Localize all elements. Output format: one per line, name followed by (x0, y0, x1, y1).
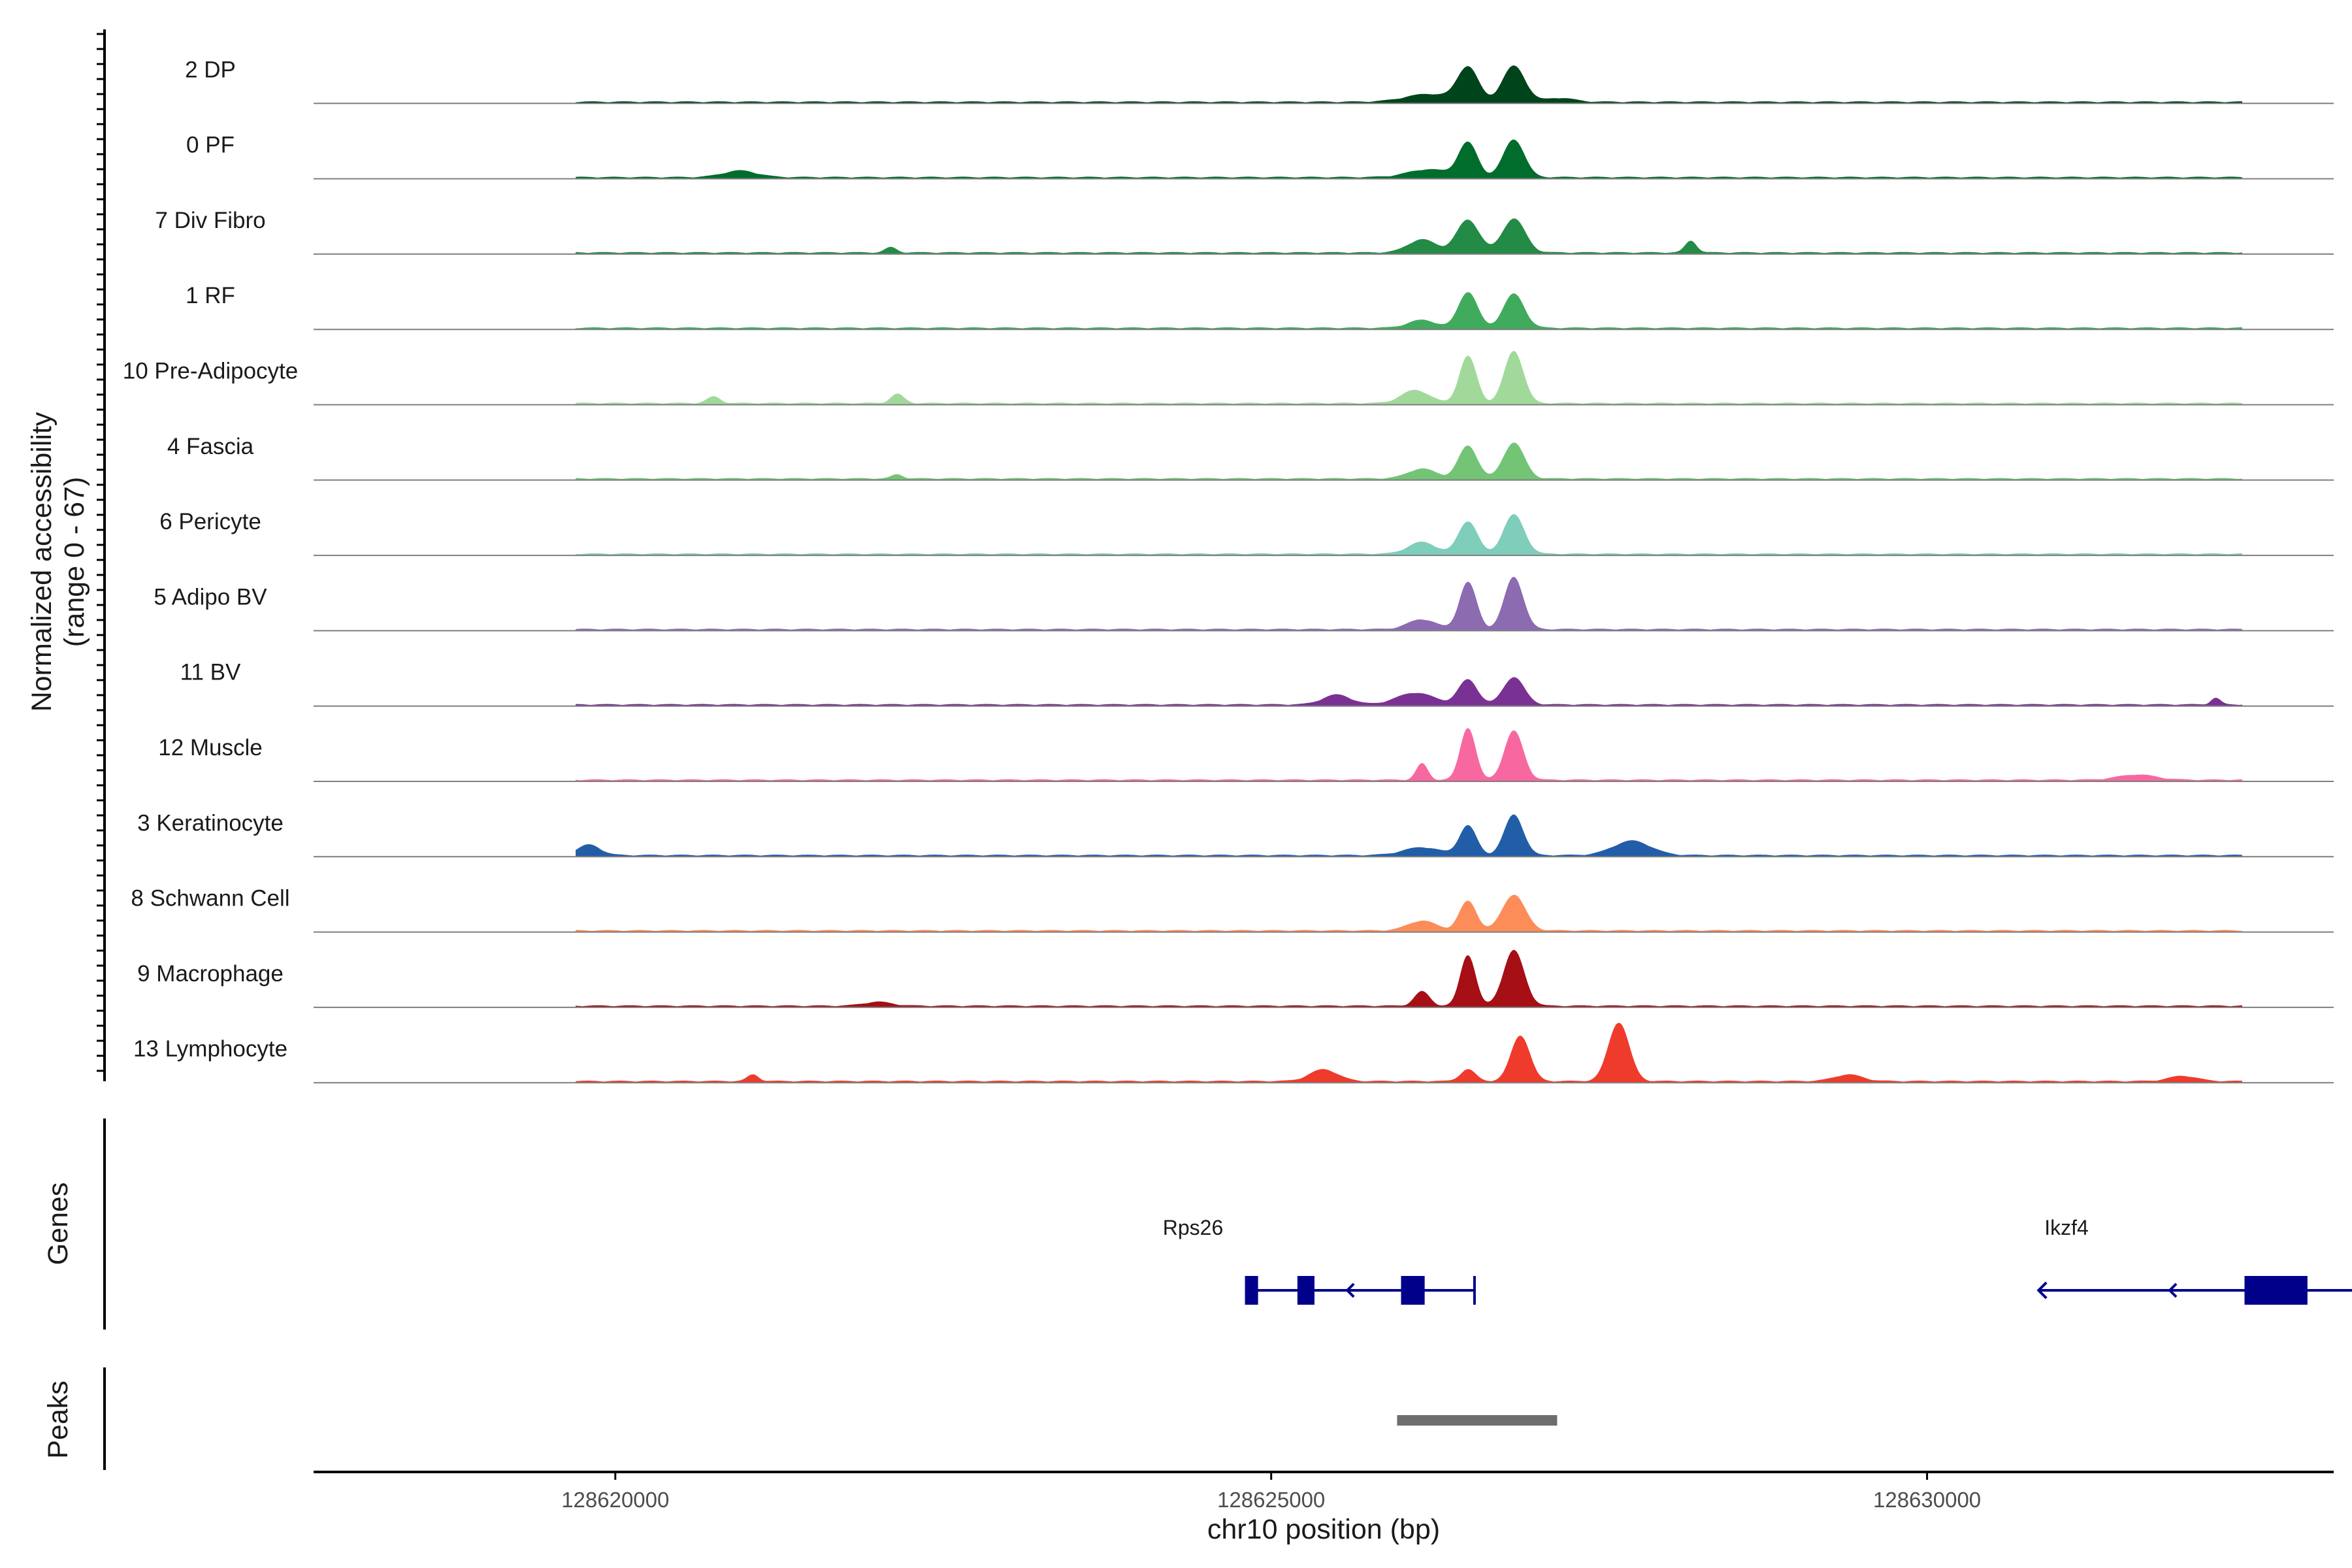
gene-exon (1401, 1276, 1425, 1305)
track-14: 13 Lymphocyte (133, 1022, 2334, 1084)
gene-ikzf4: Ikzf4 (2036, 1216, 2352, 1305)
track-label: 11 BV (180, 660, 241, 685)
x-axis-ticks: 128620000 128625000 128630000 (561, 1472, 1981, 1512)
track-13: 9 Macrophage (137, 949, 2334, 1008)
track-label: 5 Adipo BV (154, 584, 267, 610)
track-5: 10 Pre-Adipocyte (123, 351, 2334, 406)
strand-arrow (2168, 1282, 2178, 1298)
track-8: 5 Adipo BV (154, 576, 2334, 632)
y-axis-range: (range 0 - 67) (59, 477, 90, 647)
peak-region (1397, 1415, 1558, 1426)
track-1: 2 DP (185, 57, 2334, 105)
accessibility-area (576, 351, 2242, 405)
track-label: 0 PF (186, 133, 235, 158)
track-2: 0 PF (186, 133, 2334, 180)
accessibility-area (576, 814, 2242, 857)
accessibility-area (576, 442, 2242, 481)
track-label: 9 Macrophage (137, 961, 284, 987)
peaks-track-title: Peaks (42, 1380, 74, 1459)
accessibility-area (576, 1022, 2242, 1083)
gene-exon (1297, 1276, 1315, 1305)
accessibility-area (576, 894, 2242, 933)
x-tick-label: 128620000 (561, 1488, 669, 1512)
accessibility-area (576, 514, 2242, 556)
strand-arrow (2036, 1281, 2048, 1299)
gene-exon (1245, 1276, 1258, 1305)
track-label: 10 Pre-Adipocyte (123, 359, 298, 384)
y-axis-title: Normalized accessibility (26, 412, 57, 711)
gene-rps26: Rps26 (1163, 1216, 1476, 1305)
track-6: 4 Fascia (167, 434, 2334, 481)
track-label: 13 Lymphocyte (133, 1036, 287, 1062)
x-tick-label: 128630000 (1873, 1488, 1981, 1512)
gene-label: Ikzf4 (2044, 1216, 2089, 1239)
coverage-y-ticks (97, 33, 105, 1072)
peak-regions (1397, 1415, 1558, 1426)
track-4: 1 RF (186, 283, 2334, 331)
track-label: 3 Keratinocyte (137, 810, 284, 836)
accessibility-area (576, 576, 2242, 631)
track-label: 12 Muscle (158, 735, 263, 760)
accessibility-area (576, 218, 2242, 255)
x-axis-title: chr10 position (bp) (1207, 1514, 1440, 1545)
track-12: 8 Schwann Cell (131, 886, 2334, 933)
x-tick-label: 128625000 (1217, 1488, 1325, 1512)
accessibility-area (576, 65, 2242, 104)
accessibility-area (576, 728, 2242, 782)
track-label: 8 Schwann Cell (131, 886, 289, 911)
gene-exon (2244, 1276, 2308, 1305)
track-10: 12 Muscle (158, 728, 2334, 782)
track-11: 3 Keratinocyte (137, 810, 2334, 858)
accessibility-area (576, 949, 2242, 1008)
strand-arrow (1345, 1282, 1355, 1298)
accessibility-area (576, 292, 2242, 330)
accessibility-area (576, 139, 2242, 180)
gene-annotations: Rps26 Ikzf4 (1163, 1216, 2352, 1305)
track-label: 7 Div Fibro (155, 208, 265, 233)
track-label: 4 Fascia (167, 434, 254, 459)
accessibility-area (576, 677, 2242, 707)
track-3: 7 Div Fibro (155, 208, 2334, 255)
track-group: 2 DP 0 PF 7 Div Fibro 1 RF 10 Pre-Adipocyte 4… (123, 57, 2334, 1084)
gene-label: Rps26 (1163, 1216, 1224, 1239)
track-9: 11 BV (180, 660, 2334, 707)
track-label: 6 Pericyte (159, 509, 261, 534)
genes-track-title: Genes (42, 1183, 74, 1266)
track-7: 6 Pericyte (159, 509, 2334, 557)
track-label: 2 DP (185, 57, 236, 82)
track-label: 1 RF (186, 283, 235, 308)
